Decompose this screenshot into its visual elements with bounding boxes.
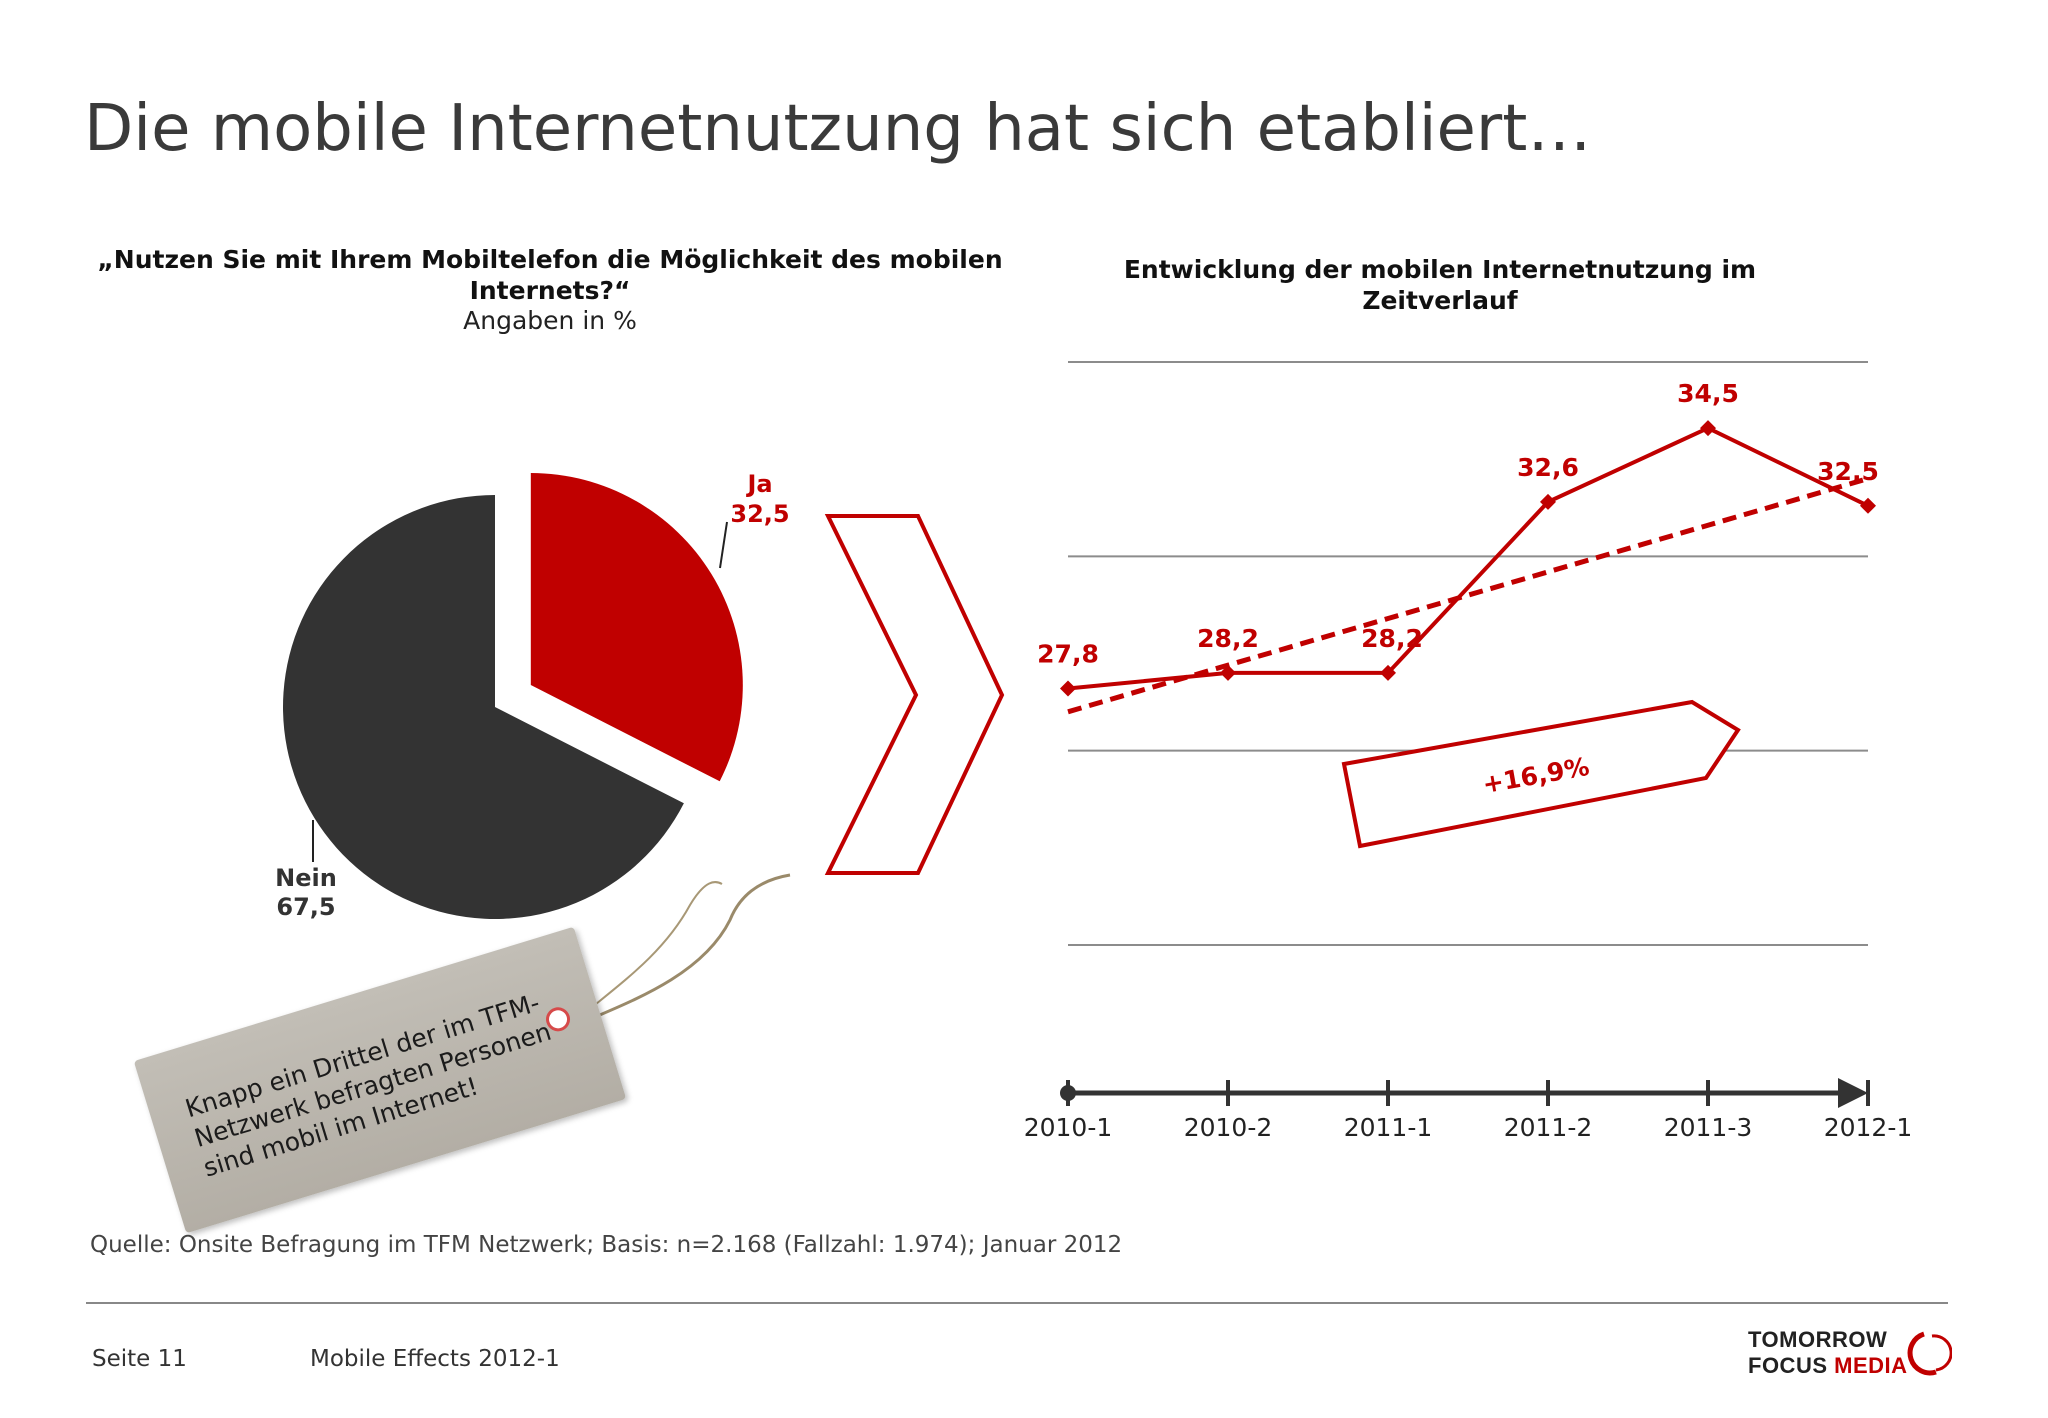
axis-arrow-icon — [1838, 1078, 1868, 1108]
footer-divider — [86, 1302, 1948, 1304]
pie-chart — [283, 473, 743, 919]
page-number: Seite 11 — [92, 1346, 187, 1372]
source-note: Quelle: Onsite Befragung im TFM Netzwerk… — [90, 1232, 1123, 1258]
data-value-label: 32,6 — [1517, 453, 1579, 482]
data-value-label: 28,2 — [1361, 624, 1423, 653]
logo-line-2: FOCUS MEDIA — [1748, 1353, 1908, 1378]
x-tick-label: 2011-1 — [1344, 1113, 1433, 1142]
data-point-marker — [1700, 420, 1716, 437]
page-title: Die mobile Internetnutzung hat sich etab… — [84, 92, 1592, 166]
x-tick-label: 2012-1 — [1824, 1113, 1913, 1142]
trend-line — [1067, 476, 1869, 715]
pie-label-nein: Nein — [275, 864, 337, 892]
data-value-label: 27,8 — [1037, 639, 1099, 668]
series-line — [1067, 425, 1869, 691]
company-logo: TOMORROW FOCUS MEDIA — [1748, 1326, 1958, 1386]
x-tick-label: 2011-3 — [1664, 1113, 1753, 1142]
data-point-marker — [1540, 493, 1556, 510]
data-point-marker — [1860, 497, 1876, 514]
data-point-marker — [1060, 680, 1076, 697]
pie-slice-ja — [530, 473, 743, 782]
data-value-label: 28,2 — [1197, 624, 1259, 653]
line-chart-x-axis — [1060, 1078, 1868, 1108]
growth-arrow-icon — [1341, 699, 1741, 849]
pie-label-ja: Ja — [745, 470, 772, 498]
pie-value-ja: 32,5 — [730, 500, 789, 528]
logo-ring-icon — [1907, 1331, 1952, 1376]
data-value-label: 34,5 — [1677, 379, 1739, 408]
x-tick-label: 2011-2 — [1504, 1113, 1593, 1142]
pie-chart-title: „Nutzen Sie mit Ihrem Mobiltelefon die M… — [97, 245, 1003, 305]
pie-value-nein: 67,5 — [276, 893, 335, 921]
x-tick-label: 2010-1 — [1024, 1113, 1113, 1142]
logo-line-1: TOMORROW — [1748, 1327, 1888, 1352]
line-chart-title: Entwicklung der mobilen Internetnutzung … — [1123, 255, 1757, 315]
chevron-arrow-icon — [824, 514, 1005, 875]
x-tick-label: 2010-2 — [1184, 1113, 1273, 1142]
footer-report-name: Mobile Effects 2012-1 — [310, 1346, 560, 1372]
tag-string — [564, 873, 791, 1032]
data-point-marker — [1380, 664, 1396, 681]
pie-chart-subtitle: Angaben in % — [463, 306, 637, 335]
data-point-marker — [1220, 664, 1236, 681]
pie-slice-nein — [283, 495, 684, 919]
data-value-label: 32,5 — [1817, 457, 1879, 486]
ja-leader-line — [719, 521, 728, 569]
